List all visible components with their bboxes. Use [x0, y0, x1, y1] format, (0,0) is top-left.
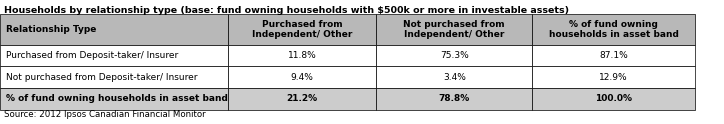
Bar [228, 45, 376, 66]
Text: 21.2%: 21.2% [287, 94, 318, 103]
Text: Relationship Type: Relationship Type [6, 25, 96, 34]
Text: Not purchased from Deposit-taker/ Insurer: Not purchased from Deposit-taker/ Insure… [6, 73, 198, 82]
Bar [0, 88, 228, 110]
Text: 12.9%: 12.9% [599, 73, 628, 82]
Bar [532, 66, 695, 88]
Text: Source: 2012 Ipsos Canadian Financial Monitor: Source: 2012 Ipsos Canadian Financial Mo… [4, 110, 205, 119]
Text: 78.8%: 78.8% [439, 94, 470, 103]
Text: 87.1%: 87.1% [599, 51, 628, 60]
Bar [0, 45, 228, 66]
Text: Not purchased from
Independent/ Other: Not purchased from Independent/ Other [403, 20, 505, 39]
Text: % of fund owning households in asset band: % of fund owning households in asset ban… [6, 94, 227, 103]
Bar [228, 14, 376, 45]
Bar [228, 66, 376, 88]
Text: Households by relationship type (base: fund owning households with $500k or more: Households by relationship type (base: f… [4, 6, 569, 15]
Text: Purchased from
Independent/ Other: Purchased from Independent/ Other [252, 20, 353, 39]
Bar [532, 14, 695, 45]
Bar [532, 45, 695, 66]
Bar [228, 88, 376, 110]
Bar [376, 14, 532, 45]
Bar [376, 66, 532, 88]
Text: 75.3%: 75.3% [440, 51, 468, 60]
Text: 3.4%: 3.4% [443, 73, 466, 82]
Bar [0, 14, 228, 45]
Bar [376, 88, 532, 110]
Text: Purchased from Deposit-taker/ Insurer: Purchased from Deposit-taker/ Insurer [6, 51, 178, 60]
Text: 9.4%: 9.4% [291, 73, 313, 82]
Text: % of fund owning
households in asset band: % of fund owning households in asset ban… [549, 20, 678, 39]
Text: 100.0%: 100.0% [595, 94, 632, 103]
Bar [532, 88, 695, 110]
Text: 11.8%: 11.8% [288, 51, 316, 60]
Bar [376, 45, 532, 66]
Bar [0, 66, 228, 88]
